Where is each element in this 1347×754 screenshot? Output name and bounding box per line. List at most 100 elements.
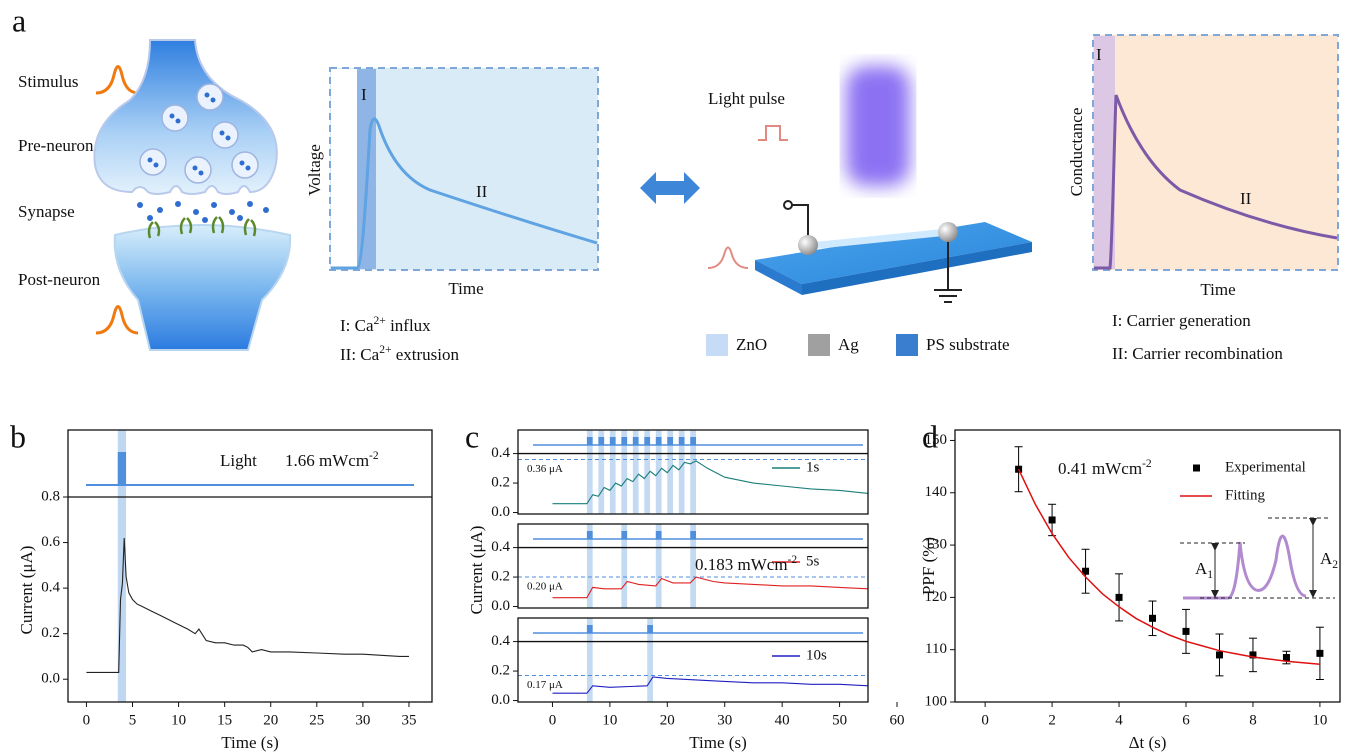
- light-band: [667, 430, 674, 514]
- x-tick-label: 20: [263, 712, 278, 728]
- inset-label-part: 1: [1207, 568, 1213, 581]
- caption: II: Ca2+ extrusion: [340, 343, 460, 364]
- x-tick-label: 10: [1312, 712, 1327, 728]
- annotation-part: 0.41 mWcm: [1058, 459, 1142, 478]
- phase-label: I: [361, 85, 367, 104]
- neuron-label: Stimulus: [18, 72, 78, 91]
- data-point: [1249, 651, 1257, 659]
- axis-label: Time: [1200, 280, 1235, 299]
- caption-part: 2+: [374, 314, 386, 327]
- y-tick-label: 0.2: [491, 568, 510, 584]
- y-tick-label: 130: [925, 537, 948, 553]
- light-band: [586, 618, 593, 702]
- x-tick-label: 6: [1182, 712, 1190, 728]
- x-tick-label: 20: [660, 712, 675, 728]
- x-tick-label: 35: [401, 712, 416, 728]
- ag-electrode: [798, 235, 818, 255]
- y-axis-label: Current (μA): [17, 546, 36, 635]
- y-tick-label: 0.2: [491, 662, 510, 678]
- conductance-curve: [1094, 94, 1338, 270]
- data-point: [1082, 567, 1090, 575]
- fit-curve: [1017, 468, 1320, 666]
- light-band: [644, 430, 651, 514]
- x-tick-label: 0: [83, 712, 91, 728]
- data-point: [1316, 649, 1324, 657]
- y-tick-label: 0.8: [41, 488, 60, 504]
- y-tick-label: 100: [925, 693, 948, 709]
- y-tick-label: 0.0: [491, 598, 510, 614]
- plot-frame: [517, 429, 869, 515]
- ag-electrode: [938, 222, 958, 242]
- x-tick-label: 8: [1249, 712, 1257, 728]
- panel-a: a Stimulus Pre-neuron Synapse Post-neuro…: [12, 2, 1339, 363]
- substrate: [755, 222, 1032, 284]
- inset-guide: [1180, 517, 1335, 599]
- substrate-side: [755, 260, 802, 295]
- caption-part: 2+: [379, 343, 391, 356]
- reference-label: 0.36 μA: [527, 463, 563, 475]
- pulse-icon: [758, 125, 788, 141]
- voltage-curve: [331, 117, 598, 270]
- y-tick-label: 0.2: [41, 625, 60, 641]
- intensity-part: 1.66 mWcm: [285, 451, 369, 470]
- panel-label: b: [10, 418, 26, 454]
- x-axis-label: Time (s): [221, 733, 278, 752]
- legend-label: Fitting: [1225, 487, 1266, 503]
- x-tick-label: 2: [1048, 712, 1056, 728]
- plot-frame: [517, 523, 869, 609]
- annotation-part: -2: [788, 553, 798, 566]
- y-tick-label: 0.4: [41, 580, 60, 596]
- x-tick-label: 60: [890, 712, 905, 728]
- data-point: [1182, 627, 1190, 635]
- axis-label: Time: [448, 279, 483, 298]
- light-pulse: [690, 437, 697, 445]
- inset-label-part: 2: [1332, 558, 1338, 571]
- light-band: [609, 430, 616, 514]
- light-pulse: [609, 437, 616, 445]
- x-tick-label: 0: [981, 712, 989, 728]
- light-label: Light pulse: [708, 89, 785, 108]
- light-pulse: [621, 531, 628, 539]
- data-point: [1215, 651, 1223, 659]
- caption-part: I: Ca: [340, 316, 374, 335]
- light-band: [690, 430, 697, 514]
- light-band: [621, 524, 628, 608]
- light-pulse: [586, 531, 593, 539]
- y-tick-label: 0.4: [491, 445, 510, 461]
- x-axis-label: Time (s): [689, 733, 746, 752]
- neuron-label: Post-neuron: [18, 270, 101, 289]
- x-tick-label: 10: [602, 712, 617, 728]
- current-line: [552, 676, 869, 694]
- light-pulse: [117, 452, 127, 486]
- light-band: [598, 430, 605, 514]
- light-pulse: [644, 437, 651, 445]
- substrate-side: [802, 242, 1032, 295]
- x-tick-label: 10: [171, 712, 186, 728]
- x-tick-label: 25: [309, 712, 324, 728]
- current-line: [552, 576, 869, 599]
- y-tick-label: 0.4: [491, 633, 510, 649]
- legend-label: 5s: [806, 553, 820, 569]
- annotation-part: 0.183 mWcm: [695, 555, 788, 574]
- stimulus-icon: [95, 305, 139, 335]
- x-tick-label: 5: [129, 712, 137, 728]
- wire: [792, 204, 809, 242]
- annotation: 0.41 mWcm-2: [1058, 457, 1152, 478]
- terminal: [783, 200, 793, 210]
- legend-label: Experimental: [1225, 459, 1306, 475]
- light-pulse: [667, 437, 674, 445]
- x-tick-label: 30: [717, 712, 732, 728]
- caption: I: Carrier generation: [1112, 311, 1251, 330]
- light-band: [621, 430, 628, 514]
- neuron-label: Pre-neuron: [18, 136, 94, 155]
- y-tick-label: 0.4: [491, 539, 510, 555]
- x-tick-label: 50: [832, 712, 847, 728]
- legend-label: 1s: [806, 459, 820, 475]
- light-pulse: [621, 437, 628, 445]
- y-tick-label: 150: [925, 432, 948, 448]
- phase-band: [1094, 36, 1115, 269]
- inset-label-part: A: [1320, 549, 1333, 568]
- post-neuron: [113, 224, 292, 351]
- light-pulse: [598, 437, 605, 445]
- inset-label: A1: [1195, 559, 1213, 581]
